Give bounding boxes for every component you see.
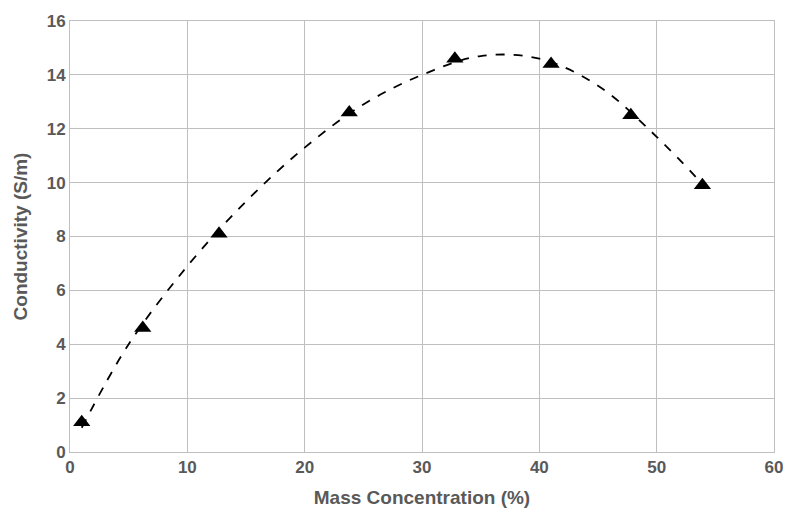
svg-text:40: 40 bbox=[530, 458, 549, 477]
svg-text:14: 14 bbox=[47, 66, 66, 85]
svg-text:10: 10 bbox=[178, 458, 197, 477]
svg-text:4: 4 bbox=[56, 335, 66, 354]
svg-text:0: 0 bbox=[56, 443, 65, 462]
svg-text:Conductivity (S/m): Conductivity (S/m) bbox=[10, 153, 31, 321]
svg-text:50: 50 bbox=[647, 458, 666, 477]
svg-text:20: 20 bbox=[295, 458, 314, 477]
svg-text:16: 16 bbox=[47, 12, 66, 31]
svg-text:10: 10 bbox=[47, 174, 66, 193]
svg-text:8: 8 bbox=[56, 227, 65, 246]
svg-text:Mass Concentration (%): Mass Concentration (%) bbox=[314, 487, 530, 508]
svg-text:6: 6 bbox=[56, 281, 65, 300]
svg-text:2: 2 bbox=[56, 389, 65, 408]
svg-text:12: 12 bbox=[47, 120, 66, 139]
svg-text:30: 30 bbox=[413, 458, 432, 477]
svg-text:60: 60 bbox=[765, 458, 784, 477]
svg-text:0: 0 bbox=[65, 458, 74, 477]
